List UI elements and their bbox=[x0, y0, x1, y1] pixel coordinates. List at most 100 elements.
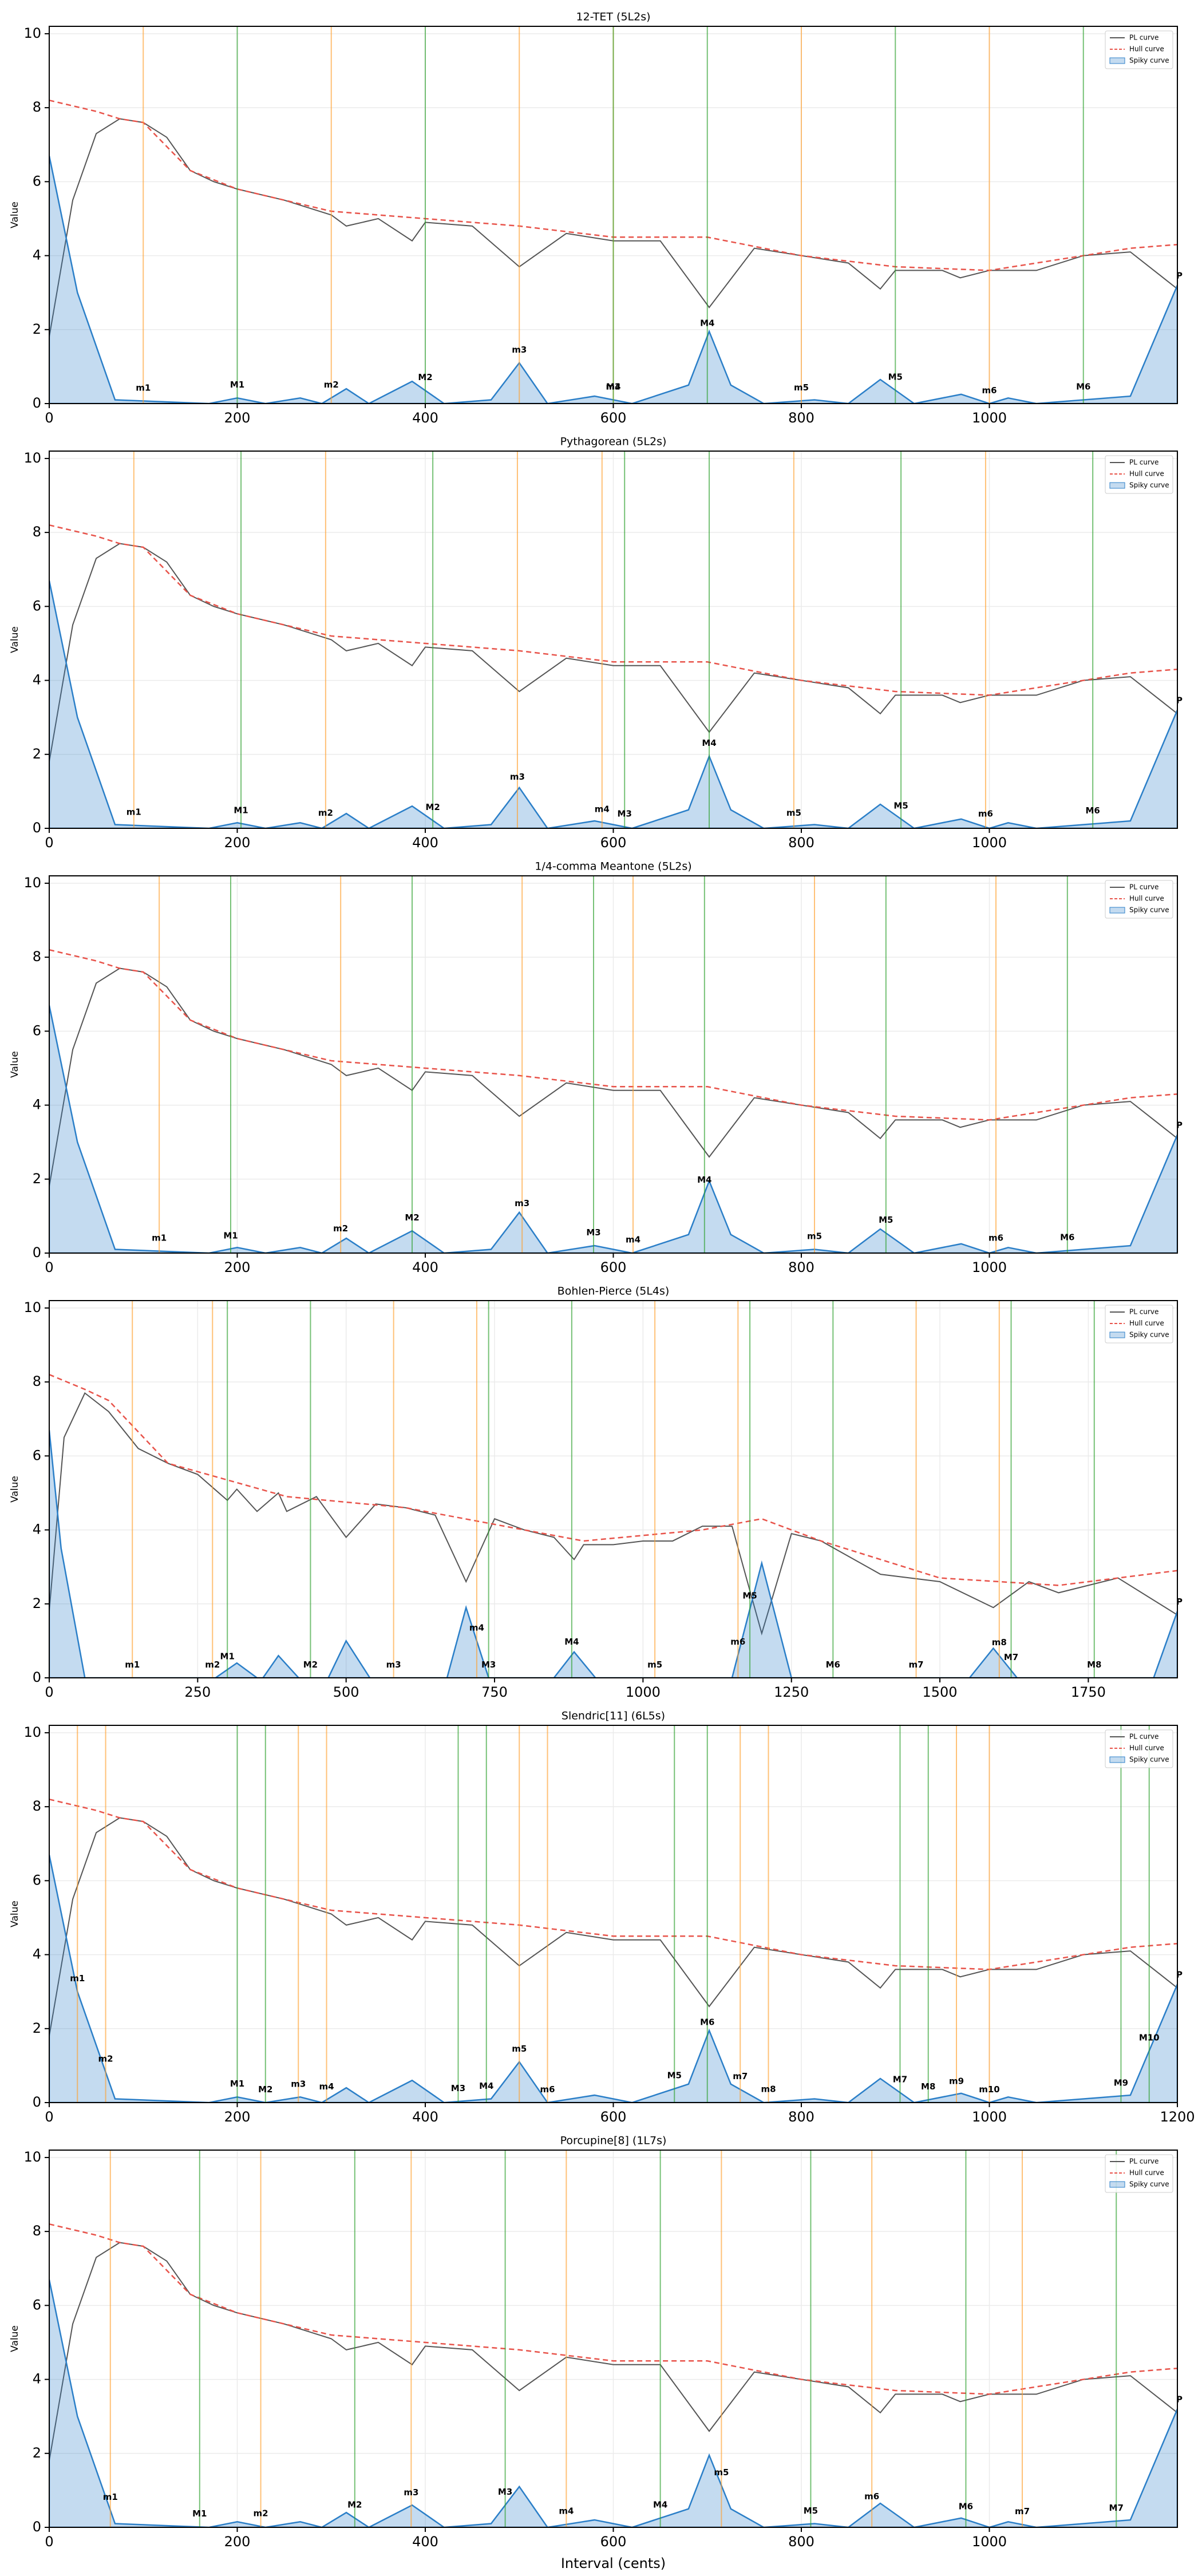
axes-frame bbox=[49, 875, 1178, 1254]
minor-marker-label: m7 bbox=[909, 1660, 924, 1670]
major-marker-label: M2 bbox=[303, 1660, 318, 1670]
minor-marker-label: m5 bbox=[786, 808, 801, 818]
major-marker-label: M3 bbox=[498, 2487, 512, 2497]
major-marker-label: M5 bbox=[804, 2506, 818, 2516]
chart-title: Bohlen-Pierce (5L4s) bbox=[557, 1285, 670, 1298]
major-marker-label: M8 bbox=[921, 2081, 935, 2092]
period-label: P bbox=[1176, 1970, 1183, 1980]
x-tick-label: 0 bbox=[45, 1684, 53, 1700]
y-tick-label: 8 bbox=[33, 949, 41, 965]
chart-title: 1/4-comma Meantone (5L2s) bbox=[535, 860, 691, 873]
x-tick-label: 800 bbox=[788, 835, 814, 851]
legend-box bbox=[1105, 880, 1173, 919]
minor-marker-label: m2 bbox=[324, 380, 339, 390]
subplot: Pythagorean (5L2s) Value 0 2 4 6 8 10 0 200 400 600… bbox=[9, 436, 1183, 851]
major-marker-label: M1 bbox=[192, 2508, 207, 2519]
major-marker-label: M3 bbox=[586, 1227, 600, 1238]
period-label: P bbox=[1176, 271, 1183, 281]
x-tick-label: 1250 bbox=[774, 1684, 809, 1700]
legend-box bbox=[1105, 2154, 1173, 2193]
legend-label: Hull curve bbox=[1129, 1744, 1164, 1752]
minor-marker-label: m4 bbox=[626, 1234, 640, 1244]
major-marker-label: M1 bbox=[230, 380, 244, 390]
y-tick-label: 0 bbox=[33, 1669, 41, 1685]
legend-label: PL curve bbox=[1129, 1308, 1158, 1316]
y-tick-label: 6 bbox=[33, 173, 41, 189]
minor-marker-label: m4 bbox=[469, 1622, 484, 1633]
minor-marker-label: m4 bbox=[595, 804, 610, 815]
legend-swatch bbox=[1109, 57, 1125, 64]
line bbox=[49, 543, 1177, 762]
minor-marker-label: m1 bbox=[126, 807, 141, 817]
x-tick-label: 1000 bbox=[972, 1259, 1007, 1275]
x-tick-label: 800 bbox=[788, 410, 814, 426]
y-tick-label: 4 bbox=[33, 2371, 41, 2387]
x-tick-label: 600 bbox=[600, 2109, 627, 2125]
major-marker-label: M3 bbox=[451, 2083, 465, 2093]
area bbox=[49, 1430, 1177, 1678]
legend-label: PL curve bbox=[1129, 2158, 1158, 2166]
major-marker-label: M4 bbox=[479, 2081, 493, 2091]
y-tick-label: 8 bbox=[33, 524, 41, 540]
x-tick-label: 200 bbox=[224, 1259, 251, 1275]
chart-title: Slendric[11] (6L5s) bbox=[562, 1710, 665, 1722]
legend-label: Spiky curve bbox=[1129, 2180, 1169, 2188]
y-axis-label: Value bbox=[9, 626, 21, 653]
y-tick-label: 6 bbox=[33, 1447, 41, 1463]
area bbox=[49, 1005, 1177, 1253]
legend-label: Hull curve bbox=[1129, 45, 1164, 53]
minor-marker-label: m1 bbox=[70, 1973, 85, 1984]
y-tick-label: 4 bbox=[33, 1946, 41, 1962]
y-tick-label: 2 bbox=[33, 1171, 41, 1187]
minor-marker-label: m5 bbox=[794, 382, 809, 393]
major-marker-label: M7 bbox=[1004, 1652, 1018, 1662]
plot bbox=[49, 1374, 1177, 1678]
legend-label: Hull curve bbox=[1129, 895, 1164, 903]
legend-box bbox=[1105, 1305, 1173, 1344]
minor-marker-label: m7 bbox=[1015, 2506, 1030, 2516]
major-marker-label: M6 bbox=[1060, 1232, 1074, 1243]
x-tick-label: 400 bbox=[412, 2534, 438, 2550]
y-axis-label: Value bbox=[9, 1051, 21, 1078]
minor-marker-label: m4 bbox=[319, 2081, 334, 2092]
minor-marker-label: m3 bbox=[512, 345, 527, 355]
y-tick-label: 8 bbox=[33, 2223, 41, 2239]
legend-swatch bbox=[1109, 1332, 1125, 1338]
minor-marker-label: m1 bbox=[103, 2492, 118, 2502]
x-tick-label: 400 bbox=[412, 835, 438, 851]
line bbox=[49, 949, 1177, 1121]
x-tick-label: 400 bbox=[412, 410, 438, 426]
legend-label: Hull curve bbox=[1129, 470, 1164, 478]
x-tick-label: 1750 bbox=[1071, 1684, 1106, 1700]
minor-marker-label: m8 bbox=[761, 2084, 776, 2094]
minor-marker-label: m6 bbox=[982, 385, 997, 396]
x-tick-label: 1200 bbox=[1160, 2109, 1195, 2125]
subplot: Porcupine[8] (1L7s) Value Interval (cents)… bbox=[9, 2135, 1183, 2572]
area bbox=[49, 580, 1177, 828]
major-marker-label: M2 bbox=[258, 2084, 272, 2095]
period-label: P bbox=[1176, 2395, 1183, 2405]
line bbox=[49, 967, 1177, 1187]
major-marker-label: M6 bbox=[959, 2501, 973, 2511]
chart-title: Pythagorean (5L2s) bbox=[560, 436, 667, 448]
major-marker-label: M4 bbox=[653, 2500, 667, 2510]
minor-marker-label: m6 bbox=[978, 809, 993, 819]
major-marker-label: M6 bbox=[826, 1660, 840, 1670]
y-tick-label: 0 bbox=[33, 2519, 41, 2535]
minor-marker-label: m5 bbox=[807, 1231, 822, 1241]
y-tick-label: 0 bbox=[33, 820, 41, 836]
x-tick-label: 800 bbox=[788, 1259, 814, 1275]
minor-marker-label: m2 bbox=[333, 1223, 348, 1234]
line bbox=[49, 1392, 1177, 1636]
x-tick-label: 0 bbox=[45, 2109, 53, 2125]
minor-marker-label: m8 bbox=[992, 1637, 1007, 1647]
y-tick-label: 2 bbox=[33, 2020, 41, 2036]
major-marker-label: M2 bbox=[418, 372, 432, 382]
y-tick-label: 6 bbox=[33, 598, 41, 614]
legend-label: Spiky curve bbox=[1129, 1756, 1169, 1764]
x-tick-label: 800 bbox=[788, 2109, 814, 2125]
y-tick-label: 2 bbox=[33, 746, 41, 762]
minor-marker-label: m9 bbox=[949, 2076, 964, 2086]
y-tick-label: 4 bbox=[33, 672, 41, 688]
